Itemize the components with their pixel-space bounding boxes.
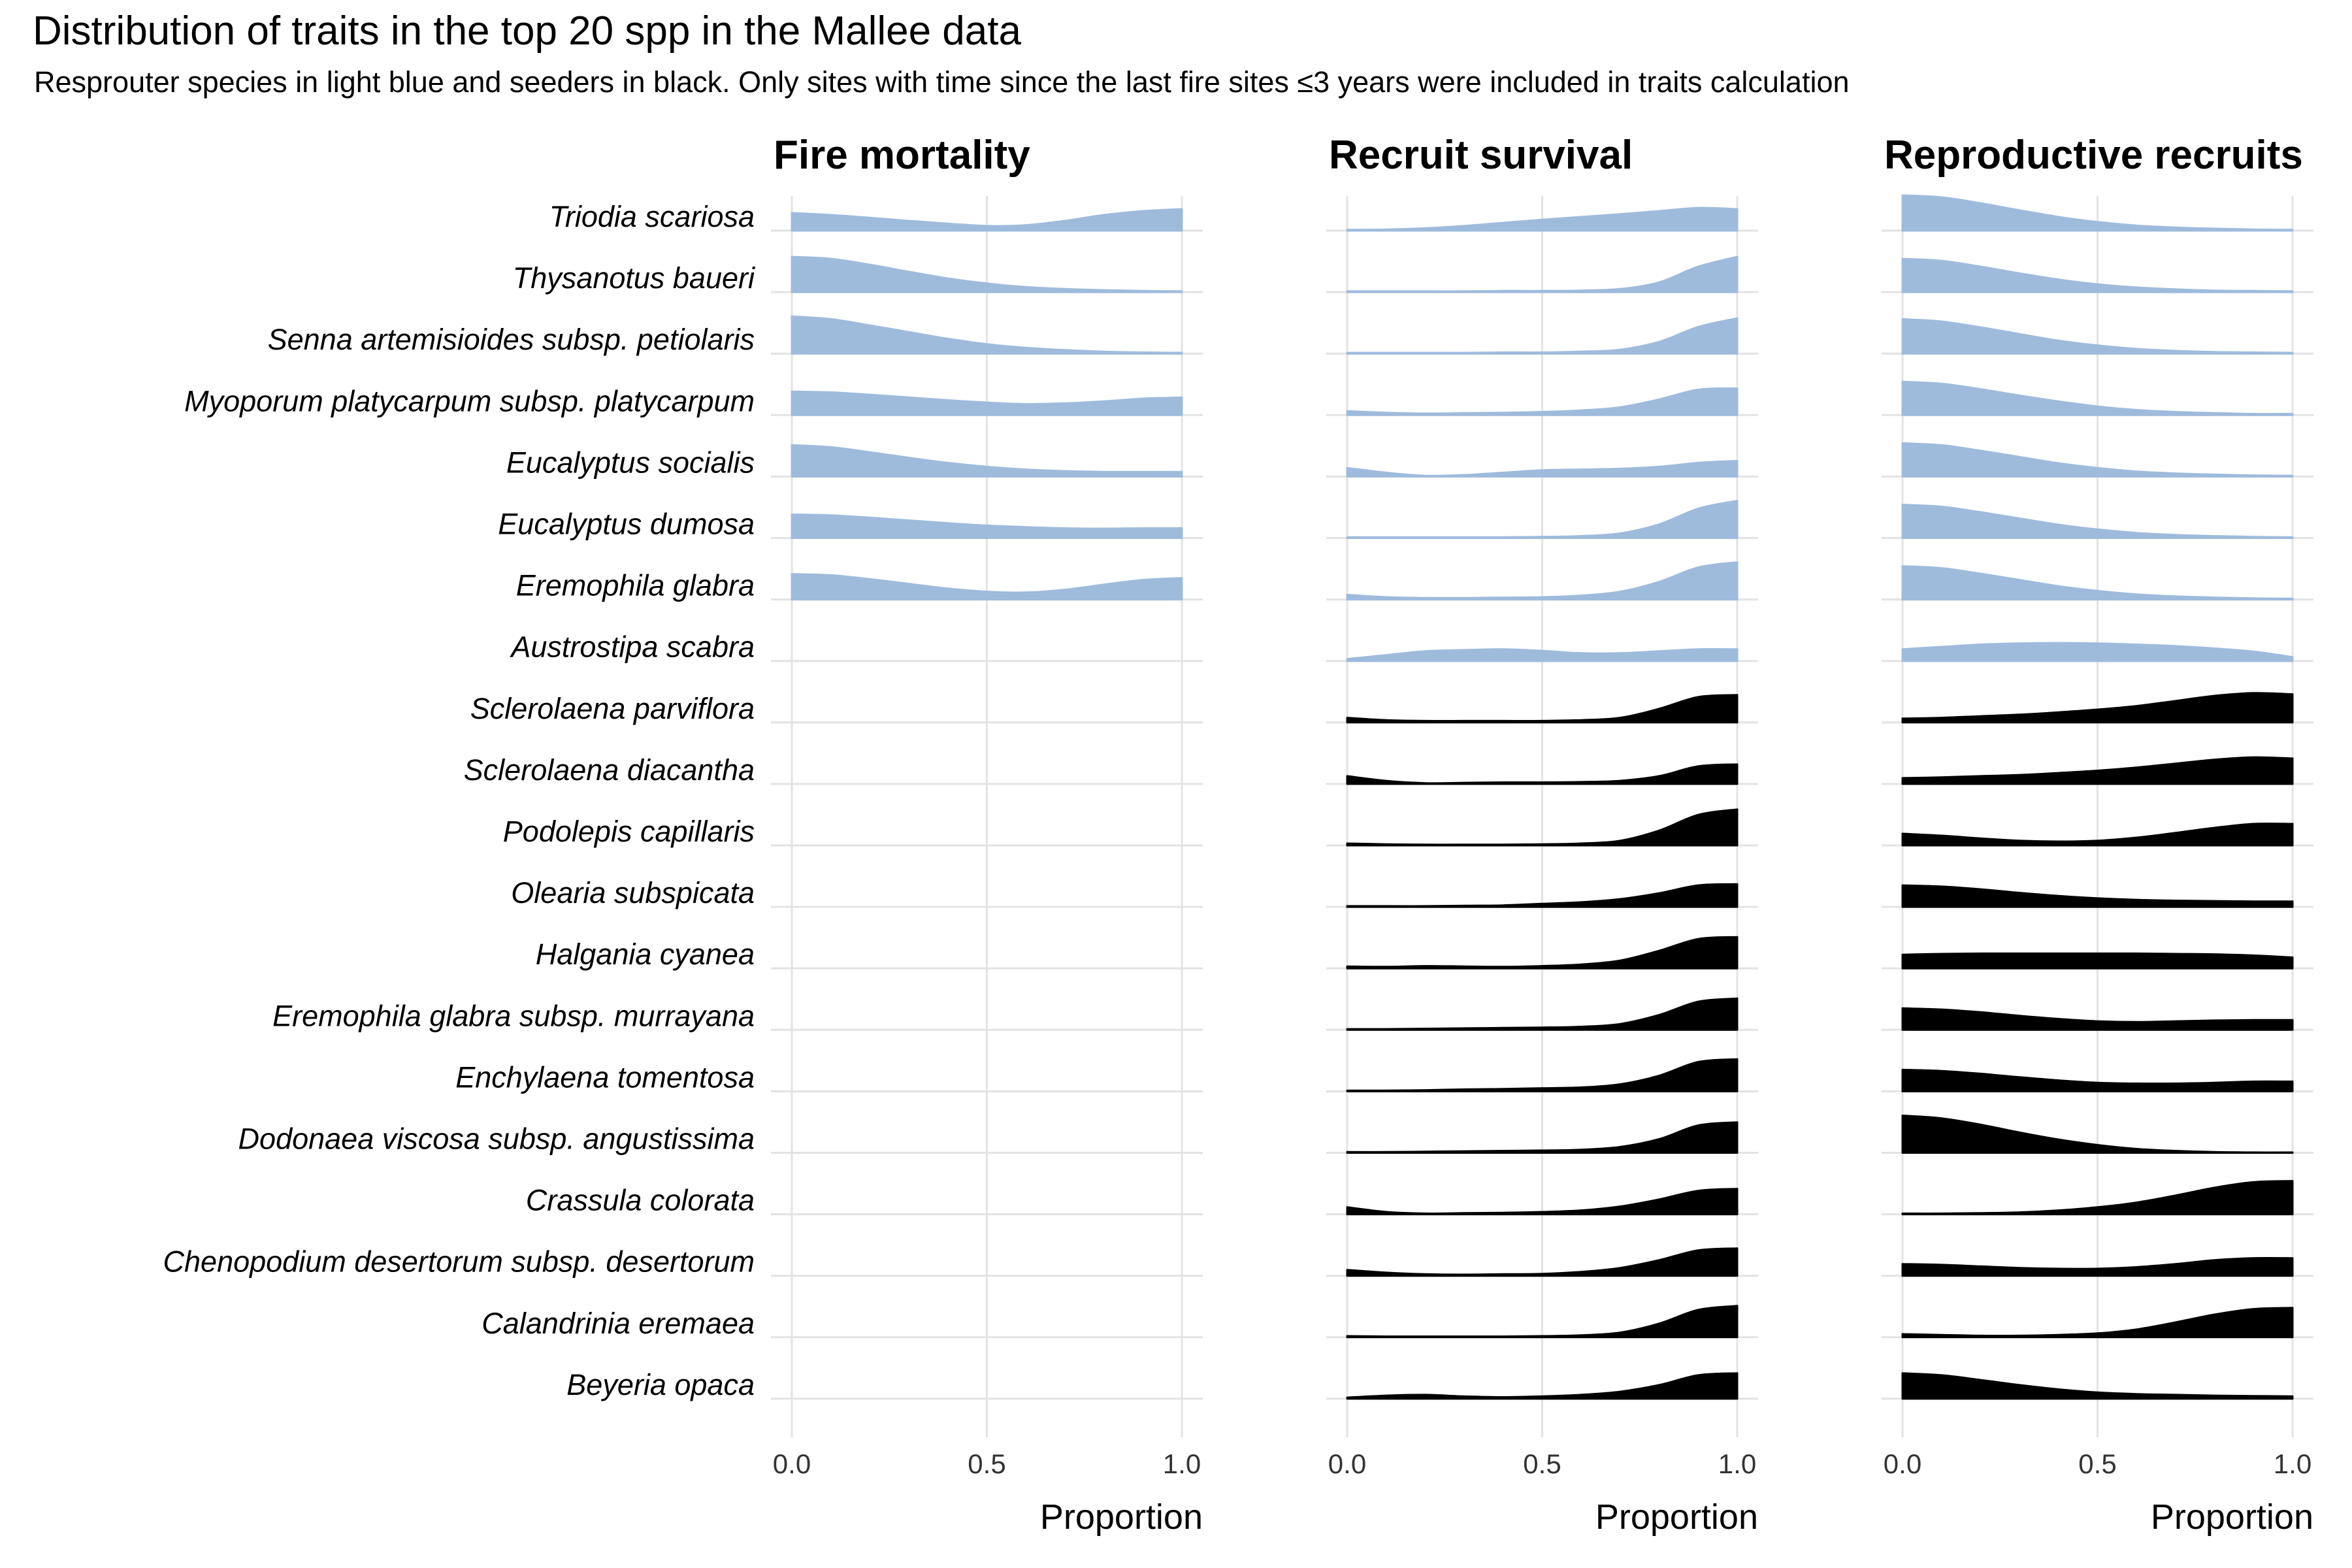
density-ridge <box>1346 1305 1739 1339</box>
density-ridge <box>1901 1307 2294 1339</box>
density-ridge <box>1346 1247 1739 1277</box>
density-ridge <box>1901 692 2294 724</box>
x-axis-label: Proportion <box>1040 1497 1203 1537</box>
density-ridge <box>1346 694 1739 724</box>
density-ridge <box>1346 1058 1739 1092</box>
density-ridge <box>1901 257 2294 293</box>
species-label: Chenopodium desertorum subsp. desertorum <box>163 1245 755 1279</box>
density-ridge <box>1346 500 1739 539</box>
density-ridge <box>791 208 1183 232</box>
density-ridge <box>1901 1068 2294 1092</box>
x-tick-label: 0.0 <box>773 1448 811 1479</box>
density-ridge <box>1346 561 1739 601</box>
x-tick-label: 0.5 <box>2078 1448 2116 1479</box>
density-ridge <box>1346 387 1739 416</box>
density-ridge <box>1346 763 1739 785</box>
species-label: Enchylaena tomentosa <box>455 1060 755 1094</box>
density-ridge <box>1901 194 2294 232</box>
density-ridge <box>1901 318 2294 355</box>
x-tick-label: 1.0 <box>1718 1448 1756 1479</box>
density-ridge <box>791 444 1183 478</box>
species-label: Podolepis capillaris <box>503 815 755 848</box>
species-label: Eucalyptus socialis <box>506 446 755 479</box>
density-ridge <box>1901 1180 2294 1216</box>
panel-title: Reproductive recruits <box>1884 133 2303 178</box>
density-ridge <box>1901 823 2294 847</box>
density-ridge <box>1346 1121 1739 1154</box>
species-label: Sclerolaena diacantha <box>464 753 755 787</box>
panel-title: Recruit survival <box>1329 133 1633 178</box>
species-label: Beyeria opaca <box>566 1368 755 1401</box>
x-tick-label: 1.0 <box>1163 1448 1201 1479</box>
panel-title: Fire mortality <box>774 133 1030 178</box>
x-tick-label: 0.5 <box>968 1448 1005 1479</box>
density-ridge <box>1346 647 1739 662</box>
x-tick-label: 0.0 <box>1884 1448 1921 1479</box>
density-ridge <box>1901 1007 2294 1031</box>
chart-title: Distribution of traits in the top 20 spp… <box>33 8 1021 54</box>
species-label: Eucalyptus dumosa <box>498 508 755 541</box>
species-label: Olearia subspicata <box>511 876 755 909</box>
chart-subtitle: Resprouter species in light blue and see… <box>34 65 1850 99</box>
density-ridge <box>1901 952 2294 970</box>
density-ridge <box>1901 1372 2294 1400</box>
density-ridge <box>1901 642 2294 662</box>
density-ridge <box>1346 883 1739 908</box>
species-label: Thysanotus baueri <box>513 261 756 295</box>
density-ridge <box>1346 997 1739 1031</box>
density-ridge <box>791 255 1183 293</box>
species-label: Halgania cyanea <box>536 938 755 971</box>
density-ridge <box>791 390 1183 416</box>
density-ridge <box>1901 380 2294 416</box>
x-axis-label: Proportion <box>2151 1497 2313 1537</box>
density-ridge <box>1346 1372 1739 1400</box>
density-ridge <box>1901 442 2294 478</box>
density-ridge <box>1346 255 1739 293</box>
species-label: Eremophila glabra subsp. murrayana <box>272 999 755 1032</box>
x-tick-label: 1.0 <box>2274 1448 2311 1479</box>
density-ridge <box>1346 808 1739 847</box>
x-axis-label: Proportion <box>1595 1497 1758 1537</box>
species-label: Eremophila glabra <box>516 569 755 602</box>
density-ridge <box>1901 756 2294 785</box>
density-ridge <box>1901 1115 2294 1154</box>
species-label: Calandrinia eremaea <box>482 1307 755 1340</box>
density-ridge <box>1901 1256 2294 1277</box>
density-ridge <box>1901 504 2294 539</box>
density-ridge <box>1346 936 1739 970</box>
species-label: Triodia scariosa <box>549 200 755 233</box>
x-tick-label: 0.5 <box>1523 1448 1561 1479</box>
density-ridge <box>1901 884 2294 908</box>
density-ridge <box>791 514 1183 539</box>
density-ridge <box>1346 206 1739 232</box>
density-ridge <box>1346 317 1739 355</box>
species-label: Senna artemisioides subsp. petiolaris <box>268 323 755 356</box>
species-label: Sclerolaena parviflora <box>470 692 755 725</box>
species-label: Austrostipa scabra <box>509 630 755 664</box>
species-label: Myoporum platycarpum subsp. platycarpum <box>184 384 755 417</box>
species-label: Dodonaea viscosa subsp. angustissima <box>238 1122 755 1156</box>
density-ridge <box>1346 459 1739 478</box>
density-ridge <box>1901 565 2294 601</box>
species-label: Crassula colorata <box>526 1184 755 1217</box>
density-ridge <box>791 315 1183 355</box>
density-ridge <box>1346 1188 1739 1216</box>
x-tick-label: 0.0 <box>1328 1448 1366 1479</box>
density-ridge <box>791 573 1183 601</box>
